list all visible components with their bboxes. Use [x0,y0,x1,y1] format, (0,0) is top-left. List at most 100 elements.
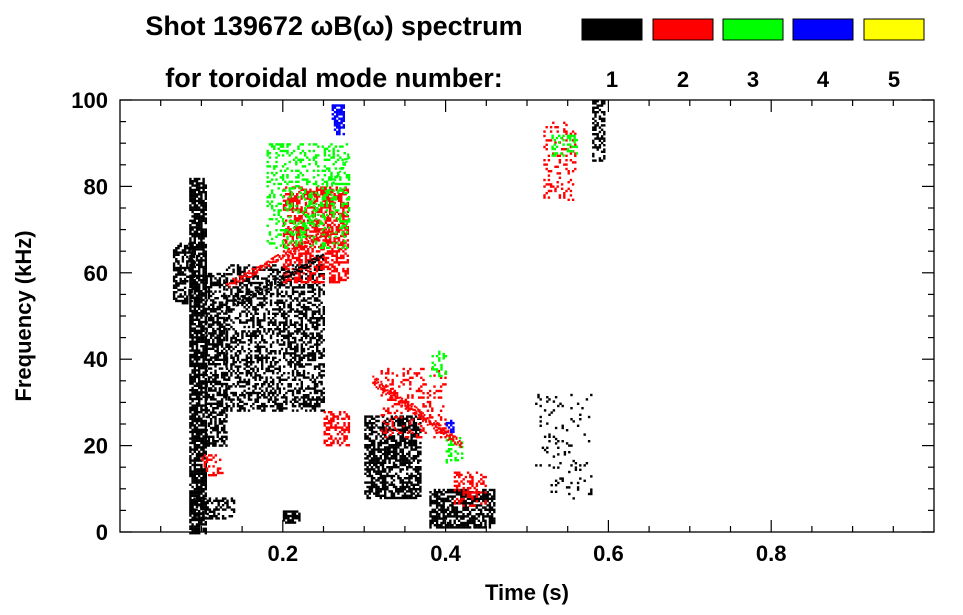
spectral-cell [395,439,398,442]
spectral-cell [373,417,376,420]
spectral-cell [300,278,303,282]
spectral-cell [247,264,251,267]
spectral-cell [276,308,279,311]
spectral-cell [386,455,389,458]
spectral-cell [272,292,275,296]
spectral-cell [195,254,199,258]
spectral-cell [309,230,312,233]
spectral-cell [263,391,266,395]
spectral-cell [435,493,439,496]
spectral-cell [210,510,214,513]
spectral-cell [225,327,228,331]
spectral-cell [390,450,393,453]
spectral-cell [198,386,201,390]
spectral-cell [336,441,340,445]
spectral-cell [395,466,398,469]
spectral-cell [414,488,418,491]
spectral-cell [193,235,196,238]
spectral-cell [291,514,294,518]
spectral-cell [329,206,332,209]
spectral-cell [384,455,387,458]
spectral-cell [189,254,192,258]
spectral-cell [598,104,602,107]
spectral-cell [218,323,222,326]
spectral-cell [296,303,299,307]
spectral-cell [335,267,338,271]
spectral-cell [198,318,201,321]
spectral-cell [202,358,205,361]
spectral-cell [309,263,312,266]
spectral-cell [225,349,228,353]
spectral-cell [200,479,203,482]
spectral-cell [200,323,203,326]
spectral-cell [395,444,398,447]
spectral-cell [296,193,299,196]
spectral-cell [198,221,201,225]
spectral-cell [403,488,407,491]
spectral-cell [195,422,199,425]
spectral-cell [202,180,205,183]
spectral-cell [189,499,192,502]
spectral-cell [272,369,275,373]
spectral-cell [204,488,207,491]
spectral-cell [298,217,301,220]
spectral-cell [200,309,203,313]
spectral-cell [204,217,207,220]
spectral-cell [234,332,237,335]
spectral-cell [490,506,494,509]
spectral-cell [291,290,295,293]
spectral-cell [228,369,231,373]
spectral-cell [252,391,255,395]
spectral-cell [417,481,420,484]
spectral-cell [256,369,259,373]
spectral-cell [202,452,205,456]
spectral-cell [214,345,217,348]
spectral-cell [366,490,369,493]
spectral-cell [258,405,262,408]
spectral-cell [451,502,454,505]
spectral-cell [377,450,380,453]
spectral-cell [239,378,242,381]
spectral-cell [261,297,264,300]
spectral-cell [598,159,602,162]
spectral-cell [198,323,201,326]
spectral-cell [390,417,393,420]
spectral-cell [289,352,292,355]
spectral-cell [488,506,492,509]
spectral-cell [477,499,481,503]
spectral-cell [214,332,217,335]
spectral-cell [368,455,371,458]
spectral-cell [300,352,303,355]
spectral-cell [370,461,374,464]
spectral-cell [325,444,329,447]
spectral-cell [254,350,257,353]
spectral-cell [313,226,316,229]
spectral-cell [373,457,376,460]
spectral-cell [236,290,240,293]
spectral-cell [200,199,203,203]
spectral-cell [263,407,266,410]
spectral-cell [412,435,415,438]
spectral-cell [205,354,208,357]
spectral-cell [410,496,413,500]
spectral-cell [583,464,586,467]
spectral-cell [191,182,194,185]
spectral-cell [368,419,371,423]
spectral-cell [200,439,203,442]
spectral-cell [305,312,308,315]
spectral-cell [453,510,456,514]
spectral-cell [417,468,420,471]
spectral-cell [293,281,297,284]
spectral-cell [241,407,244,410]
spectral-cell [311,325,314,329]
spectral-cell [313,391,317,395]
spectral-cell [373,477,376,480]
spectral-cell [294,352,297,355]
spectral-cell [451,504,454,507]
spectral-cell [375,479,378,482]
spectral-cell [189,237,192,240]
spectral-cell [225,367,229,370]
spectral-cell [307,197,310,200]
spectral-cell [250,334,253,337]
spectral-cell [333,250,336,253]
